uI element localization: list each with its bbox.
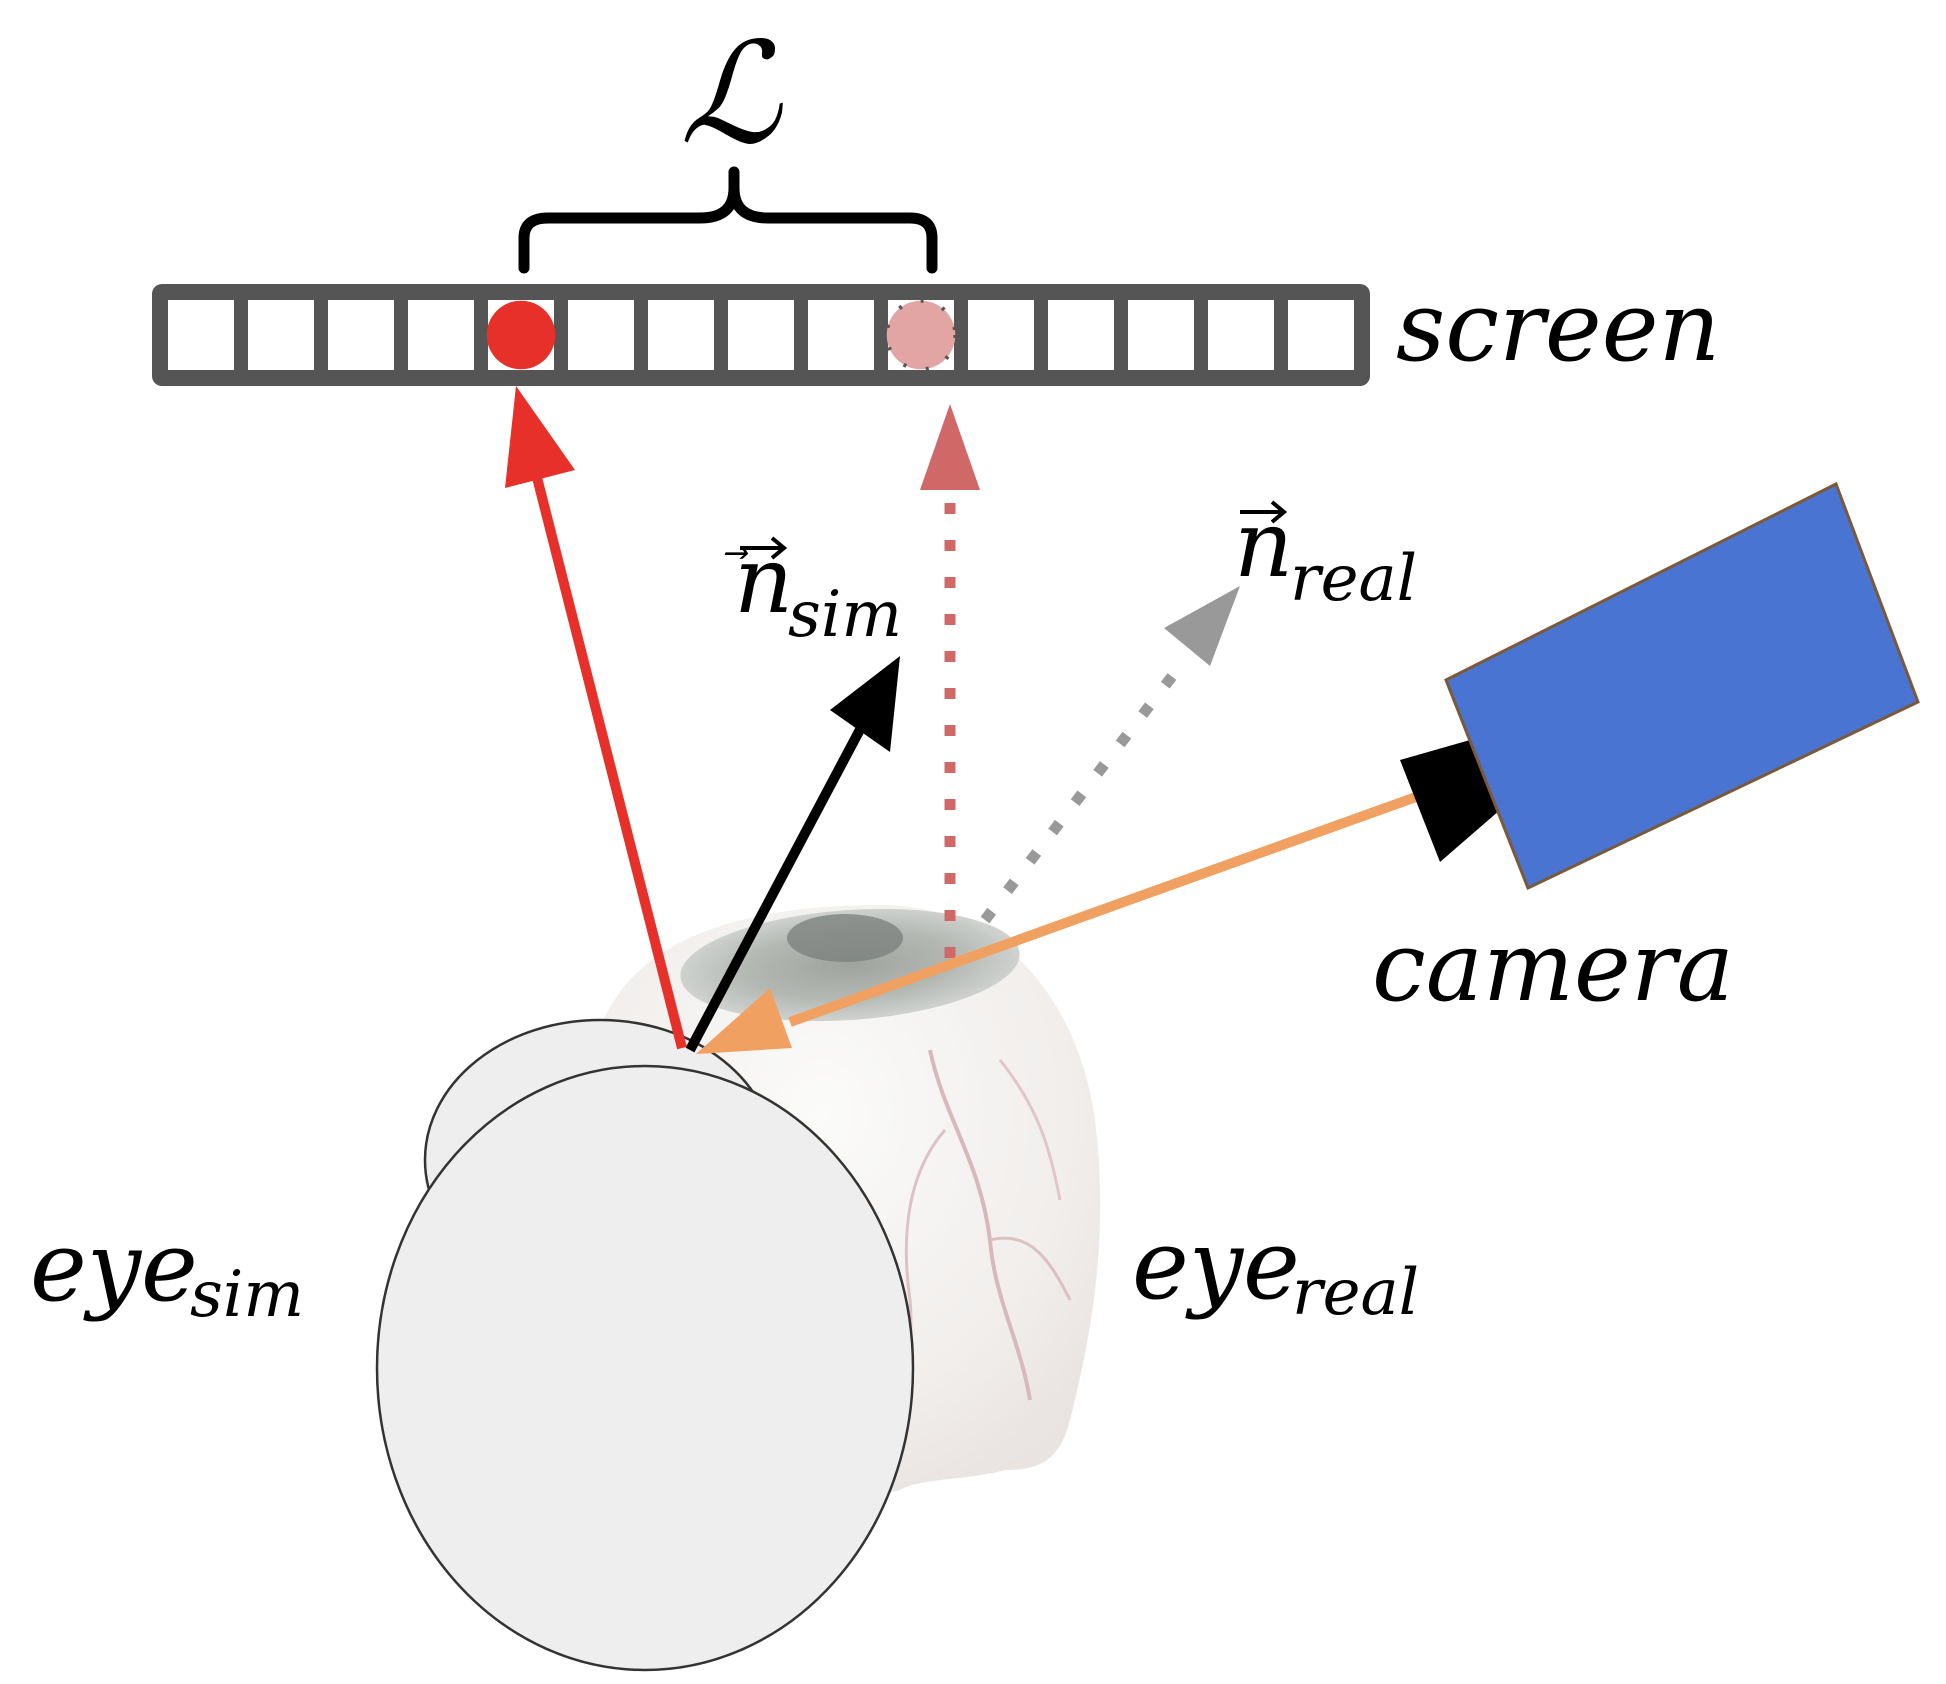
screen-pixel [328,300,394,370]
sim-ray-line [525,448,687,1050]
screen-pixel [968,300,1034,370]
real-normal-line [980,662,1185,924]
label-n-sim: ⃗ n sim [724,527,902,652]
screen-pixel [168,300,234,370]
camera-ray-line [788,779,1454,1027]
real-normal [980,586,1240,924]
loss-brace [518,166,938,274]
vein-line [998,1059,1062,1201]
label-n-real: n real [1234,491,1417,616]
camera-icon [1400,481,1920,891]
screen-pixel [1208,300,1274,370]
vein-line [989,1236,1072,1301]
screen-pixel [1128,300,1194,370]
screen-cells [168,298,1354,372]
screen-pixel [408,300,474,370]
screen-pixel [648,300,714,370]
sim-normal [685,656,900,1053]
n-real-base: n [1234,491,1293,598]
screen [152,284,1370,386]
screen-pixel [568,300,634,370]
sim-normal-line [685,719,869,1053]
camera-body [1444,481,1920,891]
screen-label: screen [1396,271,1720,383]
label-eye-sim: eye sim [30,1211,304,1332]
sim-normal-arrowhead [830,656,900,752]
n-real-vector-arrow [1240,500,1288,524]
sim-eyeball [375,1064,915,1672]
camera-ray-arrowhead [696,988,792,1054]
n-real-sub: real [1290,542,1417,616]
real-gaze-point [884,298,958,372]
screen-pixel [728,300,794,370]
label-eye-real: eye real [1132,1209,1419,1330]
eye-sim-sub: sim [190,1258,304,1332]
eye-sim-base: eye [30,1211,198,1323]
sim-gaze-point [486,300,556,370]
real-ray-arrowhead [920,404,980,490]
screen-pixel [248,300,314,370]
camera-label: camera [1372,911,1734,1023]
eye-model-icon [375,1018,915,1672]
camera-lens [1400,740,1500,862]
sim-gaze-ray [505,386,687,1050]
pupil [787,914,903,962]
screen-pixel [1288,300,1354,370]
real-normal-arrowhead [1164,586,1240,666]
loss-symbol: ℒ [680,13,784,176]
real-gaze-ray [920,404,980,958]
n-sim-vector-arrow [740,536,788,560]
n-sim-sub: sim [788,578,902,652]
camera-ray [696,779,1454,1054]
n-sim-base: n [734,527,793,634]
sim-ray-arrowhead-fill [505,386,575,488]
eye-real-base: eye [1132,1209,1300,1321]
eye-real-sub: real [1292,1256,1419,1330]
screen-pixel [1048,300,1114,370]
screen-pixel [808,300,874,370]
